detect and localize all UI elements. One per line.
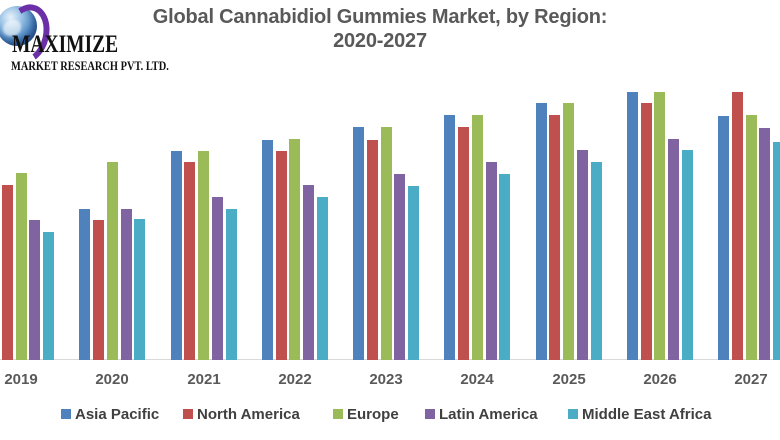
bar-europe-2025 <box>563 103 574 360</box>
bar-europe-2026 <box>654 92 665 360</box>
bar-europe-2022 <box>289 139 300 360</box>
bar-middle-east-africa-2026 <box>682 150 693 360</box>
bar-north-america-2019 <box>2 185 13 360</box>
legend-label-europe: Europe <box>347 406 399 423</box>
bar-latin-america-2019 <box>29 220 40 360</box>
bar-asia-pacific-2020 <box>79 209 90 360</box>
bar-asia-pacific-2026 <box>627 92 638 360</box>
bar-middle-east-africa-2027 <box>773 142 780 360</box>
x-tick-2026: 2026 <box>643 371 677 388</box>
bar-middle-east-africa-2020 <box>134 219 145 360</box>
bar-north-america-2027 <box>732 92 743 360</box>
bar-asia-pacific-2023 <box>353 127 364 360</box>
bar-europe-2020 <box>107 162 118 360</box>
x-tick-2019: 2019 <box>4 371 38 388</box>
bar-north-america-2025 <box>549 115 560 360</box>
bar-europe-2023 <box>381 127 392 360</box>
legend-swatch-middle-east-africa <box>568 409 578 419</box>
bar-latin-america-2022 <box>303 185 314 360</box>
logo-title: MAXIMIZE <box>12 31 119 58</box>
bar-north-america-2024 <box>458 127 469 360</box>
x-tick-2022: 2022 <box>278 371 312 388</box>
bar-middle-east-africa-2019 <box>43 232 54 360</box>
bar-asia-pacific-2025 <box>536 103 547 360</box>
chart-title: Global Cannabidiol Gummies Market, by Re… <box>0 5 760 53</box>
legend-swatch-asia-pacific <box>61 409 71 419</box>
bar-latin-america-2025 <box>577 150 588 360</box>
chart-title-line1: Global Cannabidiol Gummies Market, by Re… <box>152 6 608 28</box>
logo-subtitle: MARKET RESEARCH PVT. LTD. <box>11 58 169 73</box>
bar-middle-east-africa-2021 <box>226 209 237 360</box>
legend-label-north-america: North America <box>197 406 300 423</box>
bar-latin-america-2027 <box>759 128 770 360</box>
bar-north-america-2021 <box>184 162 195 360</box>
x-tick-2025: 2025 <box>552 371 586 388</box>
x-tick-2020: 2020 <box>95 371 129 388</box>
legend: Asia Pacific North America Europe Latin Ame… <box>0 405 780 427</box>
bar-middle-east-africa-2023 <box>408 186 419 360</box>
bar-north-america-2022 <box>276 151 287 360</box>
bar-asia-pacific-2022 <box>262 140 273 360</box>
logo-globe-icon <box>0 0 56 69</box>
legend-swatch-north-america <box>183 409 193 419</box>
legend-swatch-europe <box>333 409 343 419</box>
x-tick-2024: 2024 <box>460 371 494 388</box>
bar-north-america-2020 <box>93 220 104 360</box>
bar-middle-east-africa-2022 <box>317 197 328 360</box>
bar-asia-pacific-2024 <box>444 115 455 360</box>
bar-europe-2019 <box>16 173 27 360</box>
bar-north-america-2023 <box>367 140 378 360</box>
legend-swatch-latin-america <box>425 409 435 419</box>
bar-middle-east-africa-2025 <box>591 162 602 360</box>
legend-label-latin-america: Latin America <box>439 406 538 423</box>
bar-asia-pacific-2021 <box>171 151 182 360</box>
legend-label-middle-east-africa: Middle East Africa <box>582 406 712 423</box>
bar-latin-america-2021 <box>212 197 223 360</box>
logo: MAXIMIZE MARKET RESEARCH PVT. LTD. <box>0 0 180 76</box>
bar-latin-america-2020 <box>121 209 132 360</box>
bar-europe-2027 <box>746 115 757 360</box>
bar-europe-2021 <box>198 151 209 360</box>
bar-north-america-2026 <box>641 103 652 360</box>
bar-asia-pacific-2027 <box>718 116 729 360</box>
x-tick-2021: 2021 <box>187 371 221 388</box>
legend-label-asia-pacific: Asia Pacific <box>75 406 160 423</box>
chart-title-line2: 2020-2027 <box>333 30 427 52</box>
bar-middle-east-africa-2024 <box>499 174 510 360</box>
bar-latin-america-2024 <box>486 162 497 360</box>
bar-latin-america-2023 <box>394 174 405 360</box>
x-tick-2023: 2023 <box>369 371 403 388</box>
bar-latin-america-2026 <box>668 139 679 360</box>
x-tick-2027: 2027 <box>734 371 768 388</box>
bar-europe-2024 <box>472 115 483 360</box>
